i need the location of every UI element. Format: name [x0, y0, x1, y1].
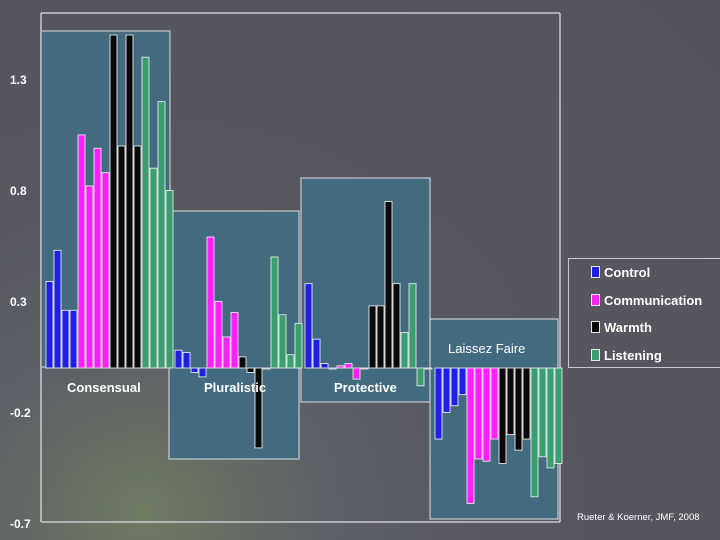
- bar-warmth-protective: [368, 305, 377, 369]
- bar-communication-protective: [344, 363, 353, 369]
- bar-warmth-protective: [384, 201, 393, 369]
- bar-warmth-consensual: [133, 145, 142, 369]
- bar-control-laissez-faire: [434, 367, 443, 440]
- bar-warmth-consensual: [125, 34, 134, 369]
- bar-communication-consensual: [93, 147, 102, 369]
- bar-listening-protective: [408, 283, 417, 369]
- bar-listening-consensual: [165, 189, 174, 369]
- bar-control-protective: [312, 338, 321, 369]
- legend-swatch-control: [591, 266, 600, 278]
- bar-listening-pluralistic: [294, 323, 303, 369]
- legend-swatch-warmth: [591, 321, 600, 333]
- legend-item-listening: Listening: [591, 345, 662, 365]
- bar-control-pluralistic: [190, 367, 199, 373]
- bar-listening-pluralistic: [270, 256, 279, 369]
- bar-communication-laissez-faire: [466, 367, 475, 504]
- bar-communication-protective: [352, 367, 361, 380]
- bar-communication-pluralistic: [206, 236, 215, 369]
- bar-listening-laissez-faire: [530, 367, 539, 498]
- bar-communication-consensual: [101, 172, 110, 369]
- bar-communication-laissez-faire: [474, 367, 483, 460]
- group-label-pluralistic: Pluralistic: [204, 380, 266, 395]
- bar-communication-laissez-faire: [482, 367, 491, 462]
- bar-control-consensual: [45, 280, 54, 369]
- bar-warmth-laissez-faire: [514, 367, 523, 451]
- bar-warmth-pluralistic: [254, 367, 263, 449]
- legend-swatch-listening: [591, 349, 600, 361]
- bar-warmth-consensual: [109, 34, 118, 369]
- bar-listening-protective: [416, 367, 425, 387]
- bar-warmth-laissez-faire: [498, 367, 507, 464]
- group-label-protective: Protective: [334, 380, 397, 395]
- legend-label-control: Control: [604, 264, 651, 280]
- bar-control-protective: [304, 283, 313, 369]
- y-tick-label: -0.7: [10, 517, 31, 531]
- y-tick-label: 1.3: [10, 73, 27, 87]
- bar-warmth-consensual: [117, 145, 126, 369]
- group-label-laissez-faire: Laissez Faire: [448, 341, 525, 356]
- legend: Control Communication Warmth Listening: [568, 258, 720, 368]
- bar-communication-consensual: [85, 185, 94, 369]
- bar-listening-laissez-faire: [546, 367, 555, 469]
- bar-listening-protective: [400, 332, 409, 369]
- legend-label-listening: Listening: [604, 347, 662, 363]
- bar-warmth-laissez-faire: [506, 367, 515, 436]
- bar-control-consensual: [61, 309, 70, 369]
- bar-communication-protective: [336, 365, 345, 369]
- bar-control-protective: [328, 367, 337, 370]
- bar-control-laissez-faire: [442, 367, 451, 413]
- bar-warmth-laissez-faire: [522, 367, 531, 440]
- bar-warmth-pluralistic: [246, 367, 255, 373]
- bar-control-consensual: [69, 309, 78, 369]
- y-tick-label: 0.8: [10, 184, 27, 198]
- bar-listening-consensual: [157, 101, 166, 369]
- legend-item-communication: Communication: [591, 290, 702, 310]
- legend-label-warmth: Warmth: [604, 319, 652, 335]
- bar-communication-consensual: [77, 134, 86, 369]
- bar-listening-pluralistic: [278, 314, 287, 369]
- bar-warmth-pluralistic: [238, 356, 247, 369]
- legend-item-control: Control: [591, 262, 650, 282]
- legend-item-warmth: Warmth: [591, 317, 652, 337]
- y-tick-label: 0.3: [10, 295, 27, 309]
- bar-control-pluralistic: [182, 352, 191, 369]
- bar-listening-laissez-faire: [554, 367, 563, 464]
- bar-listening-protective: [424, 367, 433, 370]
- legend-swatch-communication: [591, 294, 600, 306]
- bar-control-pluralistic: [198, 367, 207, 378]
- bar-listening-laissez-faire: [538, 367, 547, 458]
- bar-communication-pluralistic: [214, 300, 223, 369]
- bar-control-consensual: [53, 249, 62, 369]
- bar-control-pluralistic: [174, 349, 183, 369]
- bar-listening-pluralistic: [286, 354, 295, 369]
- group-label-consensual: Consensual: [67, 380, 141, 395]
- bar-communication-pluralistic: [222, 336, 231, 369]
- bar-communication-laissez-faire: [490, 367, 499, 440]
- bar-warmth-protective: [376, 305, 385, 369]
- legend-label-communication: Communication: [604, 292, 703, 308]
- bar-communication-pluralistic: [230, 312, 239, 369]
- bar-control-laissez-faire: [450, 367, 459, 407]
- source-note: Rueter & Koerner, JMF, 2008: [577, 512, 700, 523]
- bar-control-protective: [320, 363, 329, 369]
- bar-communication-protective: [360, 367, 369, 370]
- bar-control-laissez-faire: [458, 367, 467, 396]
- bar-warmth-protective: [392, 283, 401, 369]
- bar-warmth-pluralistic: [262, 367, 271, 370]
- bar-listening-consensual: [149, 167, 158, 369]
- bar-listening-consensual: [141, 56, 150, 369]
- y-tick-label: -0.2: [10, 406, 31, 420]
